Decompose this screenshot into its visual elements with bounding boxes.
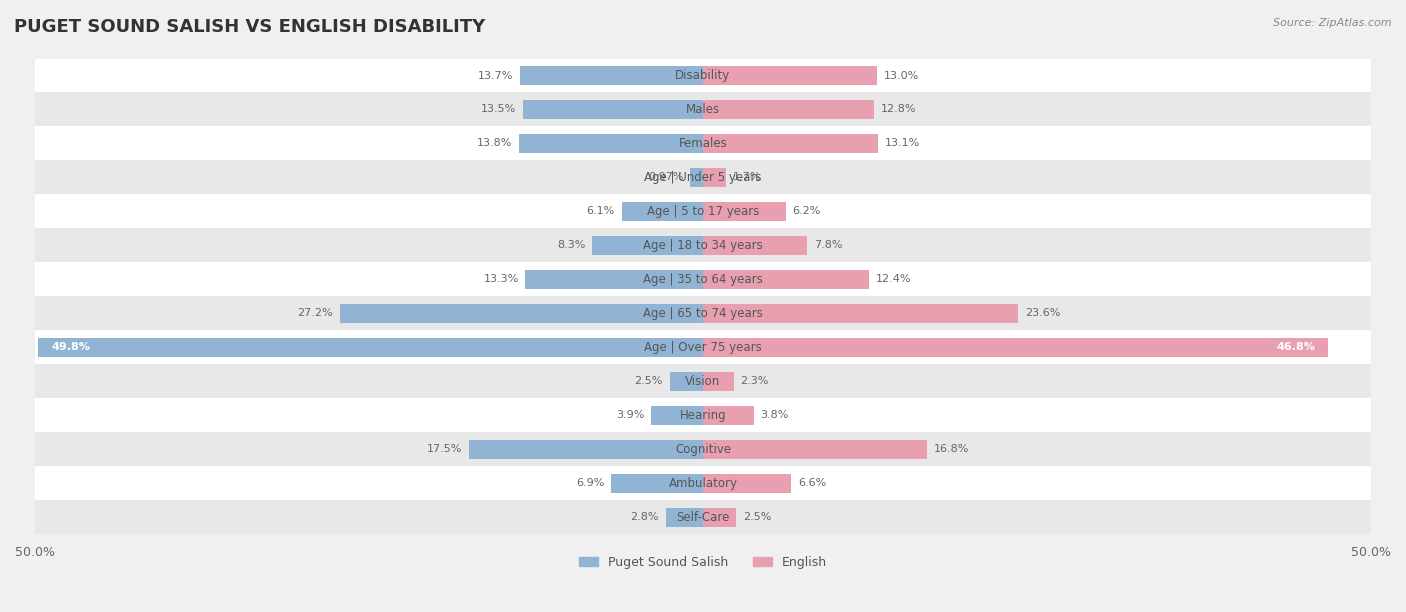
Bar [35, 92, 1371, 127]
Bar [610, 474, 703, 493]
Text: 13.7%: 13.7% [478, 70, 513, 81]
Bar [35, 127, 1371, 160]
Text: 6.9%: 6.9% [576, 479, 605, 488]
Text: 2.3%: 2.3% [741, 376, 769, 386]
Text: 13.5%: 13.5% [481, 105, 516, 114]
Text: Ambulatory: Ambulatory [668, 477, 738, 490]
Text: Age | 18 to 34 years: Age | 18 to 34 years [643, 239, 763, 252]
Bar [621, 202, 703, 221]
Bar [523, 100, 703, 119]
Legend: Puget Sound Salish, English: Puget Sound Salish, English [574, 551, 832, 574]
Bar [703, 338, 1329, 357]
Bar [703, 134, 877, 153]
Bar [703, 372, 734, 390]
Text: Age | Over 75 years: Age | Over 75 years [644, 341, 762, 354]
Text: 8.3%: 8.3% [557, 241, 585, 250]
Text: 2.5%: 2.5% [744, 512, 772, 522]
Text: 2.8%: 2.8% [630, 512, 659, 522]
Text: 1.7%: 1.7% [733, 173, 761, 182]
Text: PUGET SOUND SALISH VS ENGLISH DISABILITY: PUGET SOUND SALISH VS ENGLISH DISABILITY [14, 18, 485, 36]
Text: Self-Care: Self-Care [676, 511, 730, 524]
Text: 0.97%: 0.97% [648, 173, 683, 182]
Bar [665, 508, 703, 527]
Text: 6.2%: 6.2% [793, 206, 821, 217]
Bar [35, 466, 1371, 500]
Text: 13.3%: 13.3% [484, 274, 519, 285]
Text: Age | Under 5 years: Age | Under 5 years [644, 171, 762, 184]
Bar [38, 338, 703, 357]
Text: Age | 5 to 17 years: Age | 5 to 17 years [647, 205, 759, 218]
Text: 13.1%: 13.1% [884, 138, 920, 149]
Bar [35, 500, 1371, 534]
Text: Females: Females [679, 137, 727, 150]
Bar [703, 406, 754, 425]
Text: Hearing: Hearing [679, 409, 727, 422]
Text: Disability: Disability [675, 69, 731, 82]
Bar [526, 270, 703, 289]
Text: 13.8%: 13.8% [477, 138, 512, 149]
Bar [35, 263, 1371, 296]
Bar [703, 270, 869, 289]
Text: 49.8%: 49.8% [51, 342, 90, 353]
Bar [35, 228, 1371, 263]
Bar [35, 364, 1371, 398]
Bar [703, 168, 725, 187]
Bar [651, 406, 703, 425]
Bar [703, 508, 737, 527]
Bar [35, 195, 1371, 228]
Bar [592, 236, 703, 255]
Bar [519, 134, 703, 153]
Text: 46.8%: 46.8% [1277, 342, 1315, 353]
Text: 3.9%: 3.9% [616, 410, 644, 420]
Text: 3.8%: 3.8% [761, 410, 789, 420]
Bar [703, 440, 928, 458]
Bar [690, 168, 703, 187]
Text: 2.5%: 2.5% [634, 376, 662, 386]
Bar [520, 66, 703, 85]
Text: 6.6%: 6.6% [797, 479, 827, 488]
Text: Cognitive: Cognitive [675, 443, 731, 456]
Text: Age | 35 to 64 years: Age | 35 to 64 years [643, 273, 763, 286]
Text: 23.6%: 23.6% [1025, 308, 1060, 318]
Bar [703, 474, 792, 493]
Text: 12.4%: 12.4% [876, 274, 911, 285]
Bar [35, 59, 1371, 92]
Bar [35, 398, 1371, 432]
Text: 12.8%: 12.8% [880, 105, 917, 114]
Text: Age | 65 to 74 years: Age | 65 to 74 years [643, 307, 763, 320]
Text: 13.0%: 13.0% [883, 70, 918, 81]
Bar [470, 440, 703, 458]
Text: Males: Males [686, 103, 720, 116]
Text: 16.8%: 16.8% [934, 444, 970, 454]
Bar [35, 330, 1371, 364]
Bar [703, 304, 1018, 323]
Text: 7.8%: 7.8% [814, 241, 842, 250]
Bar [703, 236, 807, 255]
Text: Vision: Vision [685, 375, 721, 388]
Bar [35, 432, 1371, 466]
Bar [703, 202, 786, 221]
Bar [35, 160, 1371, 195]
Bar [703, 100, 875, 119]
Bar [669, 372, 703, 390]
Text: 17.5%: 17.5% [427, 444, 463, 454]
Bar [703, 66, 877, 85]
Text: 6.1%: 6.1% [586, 206, 614, 217]
Bar [35, 296, 1371, 330]
Text: 27.2%: 27.2% [297, 308, 333, 318]
Bar [340, 304, 703, 323]
Text: Source: ZipAtlas.com: Source: ZipAtlas.com [1274, 18, 1392, 28]
